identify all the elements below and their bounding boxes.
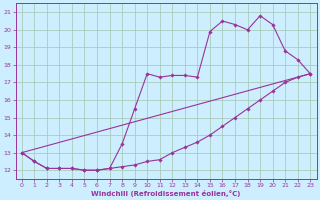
X-axis label: Windchill (Refroidissement éolien,°C): Windchill (Refroidissement éolien,°C) <box>91 190 241 197</box>
